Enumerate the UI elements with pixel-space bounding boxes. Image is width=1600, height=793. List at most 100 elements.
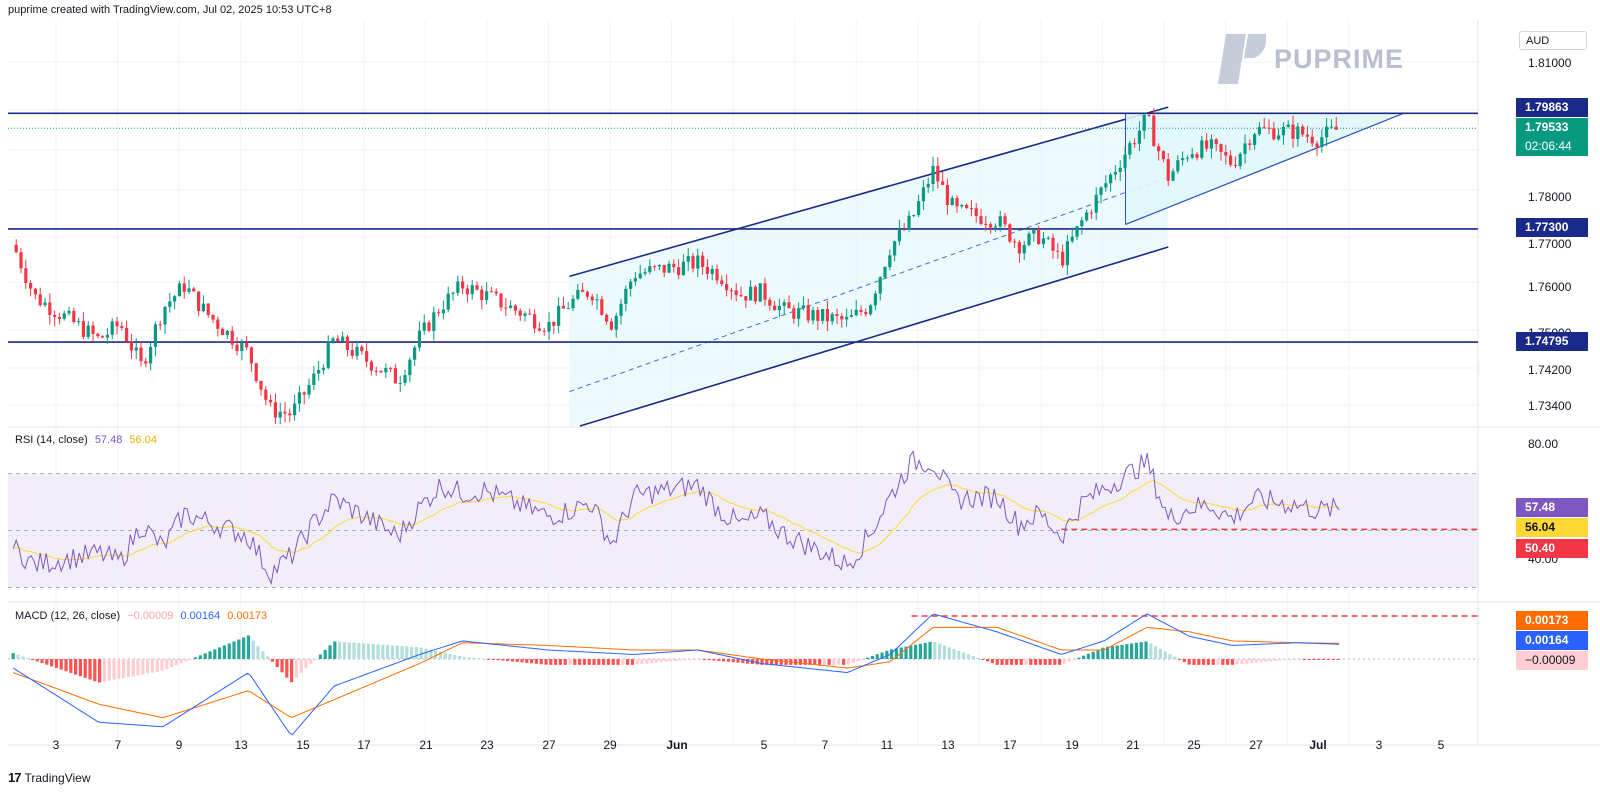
candle-body — [1277, 135, 1281, 140]
candle-body — [1003, 216, 1007, 225]
macd-histogram-bar — [765, 659, 769, 665]
macd-histogram-bar — [1043, 659, 1047, 665]
macd-histogram-bar — [170, 659, 174, 668]
tradingview-footer[interactable]: 17 TradingView — [8, 770, 91, 785]
candle-body — [1171, 171, 1175, 181]
candle-body — [259, 380, 263, 390]
candle-body — [441, 309, 446, 314]
macd-histogram-bar — [362, 643, 366, 659]
macd-histogram-bar — [717, 659, 721, 661]
candle-body — [907, 215, 911, 230]
macd-histogram-bar — [1014, 659, 1019, 665]
candle-body — [1209, 139, 1214, 149]
macd-legend[interactable]: MACD (12, 26, close) −0.00009 0.00164 0.… — [15, 610, 267, 622]
macd-histogram-bar — [645, 659, 649, 664]
macd-histogram-bar — [582, 659, 587, 665]
macd-histogram-bar — [539, 659, 543, 665]
rsi-legend[interactable]: RSI (14, close) 57.48 56.04 — [15, 434, 157, 446]
candle-body — [979, 216, 983, 224]
candle-body — [134, 347, 138, 351]
price-tick: 1.74200 — [1528, 363, 1572, 377]
macd-histogram-bar — [45, 659, 49, 665]
macd-histogram-bar — [592, 659, 596, 665]
time-label: 3 — [1375, 738, 1383, 752]
macd-histogram-bar — [400, 646, 404, 659]
rsi-tick: 80.00 — [1528, 437, 1559, 451]
time-label: 15 — [296, 738, 310, 752]
candle-body — [753, 286, 758, 302]
candle-body — [48, 302, 52, 315]
candle-body — [1229, 155, 1233, 165]
candle-body — [845, 316, 849, 320]
candle-body — [1272, 128, 1276, 140]
candle-body — [288, 413, 292, 416]
candle-body — [206, 303, 210, 315]
candle-body — [365, 351, 369, 362]
candle-body — [19, 252, 23, 269]
candle-body — [1123, 154, 1127, 168]
macd-histogram-bar — [640, 659, 644, 665]
macd-histogram-bar — [1024, 659, 1028, 665]
candle-body — [1281, 126, 1286, 136]
macd-histogram-bar — [669, 659, 673, 662]
candle-body — [326, 341, 330, 368]
candle-body — [816, 310, 820, 321]
macd-histogram-bar — [434, 650, 438, 659]
macd-histogram-bar — [611, 659, 615, 665]
candle-body — [317, 369, 321, 374]
macd-histogram-bar — [270, 659, 275, 662]
candle-body — [269, 399, 273, 403]
macd-histogram-bar — [323, 649, 327, 659]
candle-body — [725, 284, 729, 291]
macd-histogram-bar — [755, 659, 759, 665]
candle-body — [101, 336, 105, 338]
currency-selector[interactable]: AUD — [1519, 31, 1587, 50]
macd-histogram-bar — [414, 647, 419, 659]
candle-body — [715, 268, 719, 281]
candle-body — [561, 305, 566, 309]
macd-histogram-bar — [986, 659, 990, 662]
macd-histogram-bar — [1053, 659, 1057, 665]
macd-histogram-bar — [510, 659, 515, 662]
candle-body — [1061, 251, 1065, 266]
candle-body — [278, 411, 282, 418]
macd-histogram-bar — [1096, 649, 1100, 659]
candle-body — [1056, 250, 1060, 252]
candle-body — [1113, 171, 1118, 175]
macd-histogram-bar — [1336, 659, 1340, 661]
candle-body — [782, 302, 786, 306]
candle-body — [1205, 140, 1209, 149]
candle-body — [941, 181, 945, 185]
macd-histogram-bar — [1274, 659, 1278, 661]
candle-body — [216, 319, 220, 329]
candle-body — [1243, 143, 1247, 154]
time-label: 3 — [52, 738, 60, 752]
candle-body — [33, 288, 38, 295]
macd-histogram-bar — [40, 659, 44, 664]
macd-histogram-bar — [918, 643, 923, 659]
time-label: 5 — [760, 738, 768, 752]
candle-body — [537, 328, 542, 331]
macd-histogram-bar — [626, 659, 630, 665]
candle-body — [57, 316, 62, 319]
candle-body — [125, 327, 129, 342]
macd-signal-tag: 0.00173 — [1516, 611, 1588, 630]
candle-body — [1200, 140, 1204, 158]
macd-histogram-bar — [1278, 659, 1283, 661]
candle-body — [393, 368, 398, 384]
macd-histogram-bar — [1158, 648, 1163, 659]
candle-body — [139, 347, 143, 362]
candle-body — [1286, 124, 1290, 127]
macd-histogram-bar — [525, 659, 529, 663]
macd-histogram-bar — [1197, 659, 1201, 665]
macd-histogram-bar — [376, 644, 380, 659]
macd-histogram-bar — [1168, 654, 1172, 659]
macd-histogram-bar — [174, 659, 179, 666]
macd-histogram-bar — [832, 659, 836, 665]
macd-histogram-bar — [861, 659, 865, 660]
macd-histogram-bar — [1211, 659, 1215, 665]
candle-body — [115, 321, 119, 327]
candle-body — [821, 309, 825, 321]
channel-upper-line — [569, 106, 1169, 278]
macd-histogram-bar — [314, 659, 318, 660]
